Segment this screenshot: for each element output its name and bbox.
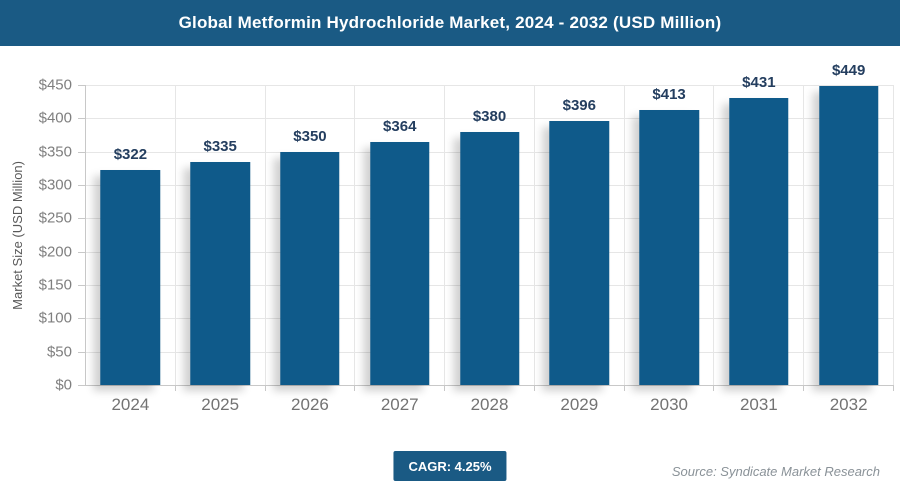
bar-column: $335 2025: [176, 85, 266, 414]
y-tick-label: $50: [46, 343, 72, 361]
bar-value-label: $380: [472, 107, 507, 125]
bar-value-label: $431: [742, 73, 776, 91]
x-tick-label: 2028: [470, 395, 509, 414]
source-credit: Source: Syndicate Market Research: [671, 464, 880, 479]
y-tick-mark: [78, 218, 85, 220]
y-tick-label: $450: [38, 76, 72, 94]
y-tick-mark: [78, 185, 85, 186]
x-tick-label: 2026: [291, 395, 329, 414]
y-tick-mark: [78, 285, 85, 286]
bar-column: $380 2028: [445, 85, 535, 414]
bar-2030: [639, 109, 699, 385]
x-tick-mark: [533, 385, 535, 391]
y-tick-mark: [78, 118, 85, 120]
bar-2026: [280, 151, 340, 385]
bar-2027: [370, 142, 430, 385]
h-gridline: [86, 85, 894, 86]
x-tick-mark: [623, 385, 625, 391]
y-tick-label: $250: [38, 209, 72, 227]
title-banner: Global Metformin Hydrochloride Market, 2…: [0, 0, 900, 46]
y-tick-label: $400: [38, 109, 72, 127]
bar-2025: [190, 161, 250, 385]
bar-column: $413 2030: [625, 85, 715, 414]
bar-value-label: $350: [293, 127, 327, 145]
x-tick-mark: [444, 385, 446, 391]
bar-column: $350 2026: [266, 85, 356, 414]
bar-column: $431 2031: [714, 74, 805, 414]
bar-2028: [459, 131, 520, 385]
x-tick-label: 2024: [111, 395, 150, 414]
y-axis: $0 $50 $100 $150 $200 $250 $300 $350 $400 $450: [0, 77, 85, 394]
bar-column: $364 2027: [355, 85, 446, 414]
h-gridline: [86, 118, 894, 120]
x-tick-mark: [174, 385, 176, 391]
y-tick-mark: [78, 351, 85, 353]
bar-value-label: $322: [113, 146, 148, 164]
y-tick-mark: [78, 251, 85, 253]
bar-2029: [549, 121, 610, 385]
y-tick-label: $300: [38, 176, 72, 194]
x-tick-label: 2025: [201, 395, 240, 414]
x-tick-label: 2027: [380, 395, 419, 414]
plot-area: $322 2024 $335 2025 $350 2026 $364 2027 $380 2028…: [85, 62, 895, 414]
x-tick-mark: [264, 385, 266, 391]
bar-value-label: $335: [203, 137, 237, 155]
x-tick-mark: [713, 385, 715, 391]
cagr-badge: CAGR: 4.25%: [393, 451, 507, 481]
y-tick-mark: [78, 318, 85, 320]
x-tick-label: 2032: [829, 395, 868, 414]
y-tick-mark: [78, 385, 85, 386]
x-tick-mark: [803, 385, 805, 391]
bar-value-label: $364: [383, 118, 417, 136]
bar-column: $396 2029: [535, 85, 625, 414]
bar-column: $322 2024: [86, 85, 176, 414]
y-tick-label: $350: [38, 143, 72, 161]
chart-title: Global Metformin Hydrochloride Market, 2…: [178, 13, 722, 32]
x-tick-mark: [893, 385, 894, 391]
x-tick-label: 2031: [739, 395, 778, 414]
x-tick-mark: [354, 385, 356, 391]
bar-column: $449 2032: [804, 62, 895, 414]
y-tick-label: $0: [55, 376, 72, 394]
y-tick-mark: [78, 151, 85, 153]
x-tick-label: 2029: [560, 395, 599, 414]
bar-2032: [818, 85, 879, 385]
bar-value-label: $413: [652, 85, 686, 103]
y-tick-mark: [78, 85, 85, 86]
y-tick-label: $200: [38, 243, 72, 261]
bar-value-label: $396: [562, 97, 596, 114]
x-tick-label: 2030: [650, 395, 688, 414]
bar-2031: [729, 97, 789, 385]
y-tick-label: $150: [38, 276, 72, 294]
bar-value-label: $449: [831, 61, 866, 79]
bar-2024: [100, 170, 161, 385]
y-tick-label: $100: [38, 309, 72, 327]
